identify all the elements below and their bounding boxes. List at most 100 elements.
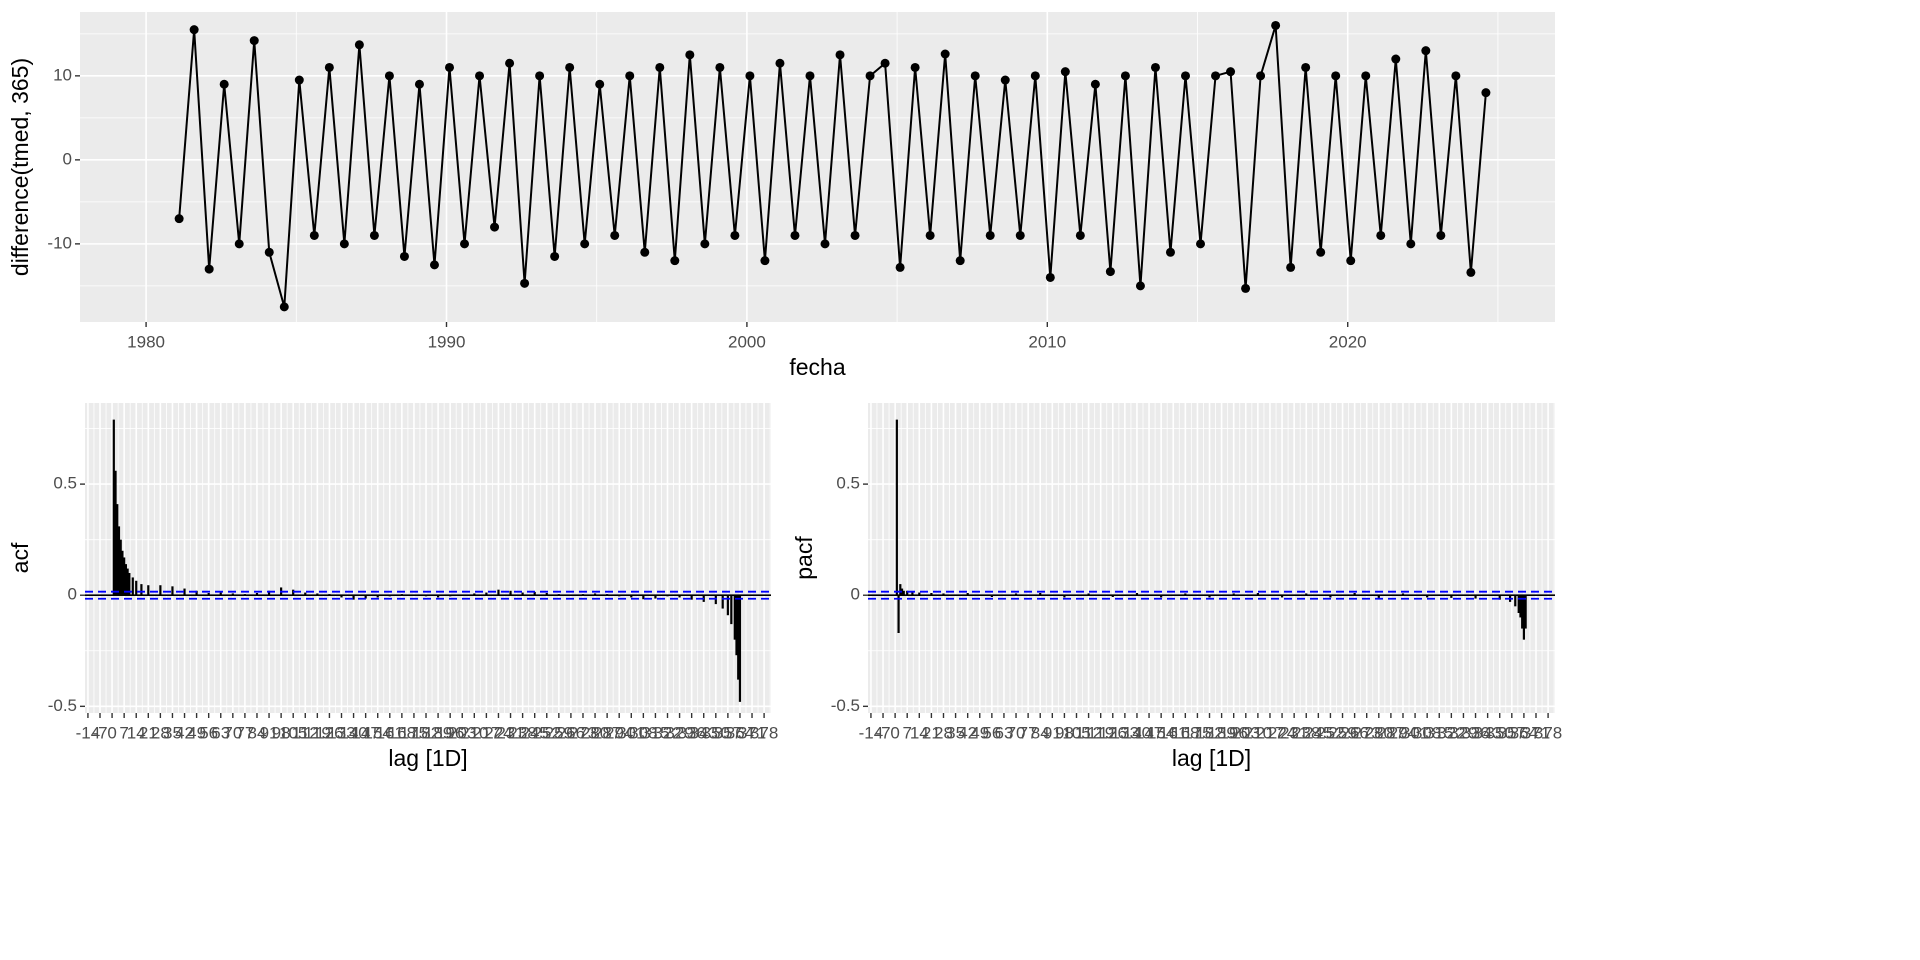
point [399, 251, 409, 261]
x-tick-label: 224 [484, 723, 512, 742]
point [670, 256, 680, 266]
y-tick-label: 10 [53, 65, 72, 84]
x-tick-label: 147 [351, 723, 379, 742]
x-tick-label: 308 [629, 723, 657, 742]
point [805, 71, 815, 81]
point [835, 50, 845, 60]
point [249, 36, 259, 46]
x-tick-label: 308 [1413, 723, 1441, 742]
point [985, 230, 995, 240]
point [1286, 262, 1296, 272]
x-tick-label: 364 [1510, 723, 1538, 742]
x-tick-label: 140 [339, 723, 367, 742]
point [910, 62, 920, 72]
point [1316, 247, 1326, 257]
x-tick-label: 84 [1031, 723, 1050, 742]
x-tick-label: 259 [545, 723, 573, 742]
x-tick-label: 28 [151, 723, 170, 742]
point [775, 58, 785, 68]
x-tick-label: 350 [702, 723, 730, 742]
x-tick-label: 210 [460, 723, 488, 742]
point [1361, 71, 1371, 81]
x-tick-label: 21 [922, 723, 941, 742]
x-tick-label: 259 [1328, 723, 1356, 742]
x-tick-label: 98 [1055, 723, 1074, 742]
x-tick-label: 224 [1268, 723, 1296, 742]
point [640, 247, 650, 257]
y-tick-label: 0 [68, 585, 77, 604]
x-tick-label: 231 [1280, 723, 1308, 742]
x-tick-label: 168 [388, 723, 416, 742]
point [204, 264, 214, 274]
x-tick-label: 84 [248, 723, 267, 742]
x-tick-label: 49 [970, 723, 989, 742]
x-tick-label: 217 [1256, 723, 1284, 742]
x-tick-label: 2000 [728, 332, 766, 351]
point [955, 256, 965, 266]
point [655, 62, 665, 72]
point [264, 247, 274, 257]
point [715, 62, 725, 72]
x-tick-label: 42 [958, 723, 977, 742]
x-tick-label: -14 [859, 723, 884, 742]
point [625, 71, 635, 81]
x-tick-label: 126 [1099, 723, 1127, 742]
x-tick-label: 98 [272, 723, 291, 742]
point [1000, 75, 1010, 85]
point [895, 262, 905, 272]
point [505, 58, 515, 68]
point [294, 75, 304, 85]
x-tick-label: 322 [1437, 723, 1465, 742]
point [850, 230, 860, 240]
x-tick-label: -7 [875, 723, 890, 742]
point [384, 71, 394, 81]
point [1271, 20, 1281, 30]
x-tick-label: 0 [890, 723, 899, 742]
x-tick-label: 343 [690, 723, 718, 742]
x-tick-label: -14 [76, 723, 101, 742]
point [369, 230, 379, 240]
point [790, 230, 800, 240]
x-tick-label: 63 [211, 723, 230, 742]
x-tick-label: 35 [946, 723, 965, 742]
point [1241, 283, 1251, 293]
x-tick-label: 91 [1043, 723, 1062, 742]
point [595, 79, 605, 89]
y-tick-label: 0 [63, 149, 72, 168]
point [279, 302, 289, 312]
point [475, 71, 485, 81]
x-tick-label: 378 [750, 723, 778, 742]
x-tick-label: 252 [1316, 723, 1344, 742]
x-tick-label: 105 [1062, 723, 1090, 742]
point [1060, 67, 1070, 77]
x-tick-label: 357 [1498, 723, 1526, 742]
x-tick-label: 196 [436, 723, 464, 742]
x-tick-label: 28 [934, 723, 953, 742]
point [1030, 71, 1040, 81]
x-tick-label: 238 [1292, 723, 1320, 742]
x-tick-label: 273 [1353, 723, 1381, 742]
x-tick-label: 273 [569, 723, 597, 742]
x-tick-label: 175 [400, 723, 428, 742]
point [1481, 88, 1491, 98]
x-tick-label: 287 [1377, 723, 1405, 742]
point [760, 256, 770, 266]
point [1331, 71, 1341, 81]
point [1105, 267, 1115, 277]
x-tick-label: 91 [260, 723, 279, 742]
point [445, 62, 455, 72]
x-tick-label: 329 [665, 723, 693, 742]
x-tick-label: 0 [107, 723, 116, 742]
point [1015, 230, 1025, 240]
point [745, 71, 755, 81]
x-tick-label: 42 [175, 723, 194, 742]
x-tick-label: 70 [223, 723, 242, 742]
point [219, 79, 229, 89]
y-tick-label: 0.5 [836, 474, 860, 493]
x-tick-label: 245 [520, 723, 548, 742]
y-axis-title: difference(tmed, 365) [7, 58, 33, 276]
x-tick-label: 35 [163, 723, 182, 742]
x-tick-label: 112 [1075, 723, 1102, 742]
